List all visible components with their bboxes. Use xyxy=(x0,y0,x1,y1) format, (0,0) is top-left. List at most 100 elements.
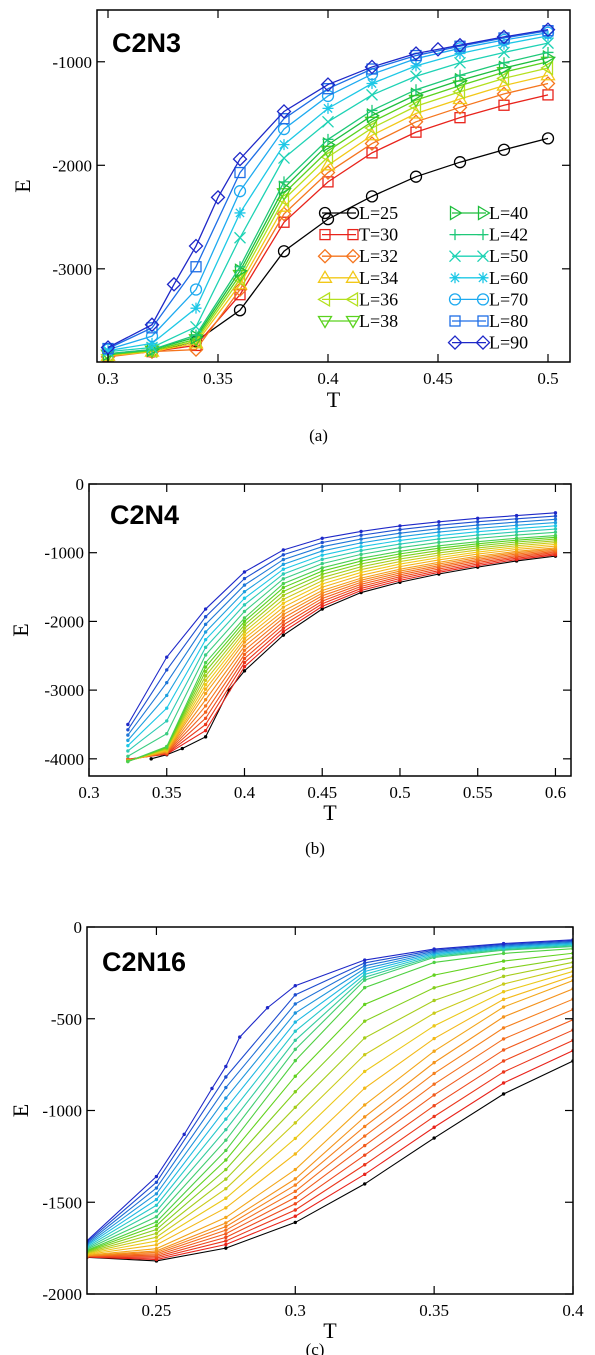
data-point xyxy=(242,660,247,665)
data-point xyxy=(514,526,519,531)
figure-caption: (a) xyxy=(309,426,328,445)
data-point xyxy=(281,581,286,586)
series-line xyxy=(107,32,549,351)
data-point xyxy=(126,738,130,743)
legend-marker xyxy=(345,270,361,283)
data-point xyxy=(437,558,441,562)
data-point xyxy=(398,557,402,561)
data-point xyxy=(553,530,558,534)
legend-marker xyxy=(477,315,489,327)
series-L=60 xyxy=(102,30,554,357)
data-point xyxy=(165,706,169,710)
data-point xyxy=(242,630,247,634)
data-point xyxy=(398,552,402,556)
series-line-13 xyxy=(126,537,558,764)
data-point xyxy=(242,583,247,587)
data-point xyxy=(293,1177,297,1181)
data-point xyxy=(242,648,247,652)
data-point xyxy=(501,1070,506,1074)
data-point xyxy=(432,973,436,977)
series-line-16 xyxy=(87,947,573,1252)
legend-marker xyxy=(477,205,491,221)
series-line xyxy=(87,945,573,1249)
figure-caption: (b) xyxy=(305,839,325,858)
data-point xyxy=(410,60,422,72)
data-point xyxy=(359,529,363,534)
data-point xyxy=(166,276,182,292)
data-point xyxy=(154,1180,159,1185)
data-point xyxy=(363,1115,367,1119)
legend-entry: L=90 xyxy=(447,333,528,353)
data-point xyxy=(410,84,422,96)
data-point xyxy=(278,176,290,188)
series-line xyxy=(127,536,556,762)
data-point xyxy=(281,553,286,557)
x-axis-title: T xyxy=(323,800,337,825)
data-point xyxy=(501,982,506,986)
data-point xyxy=(154,1186,159,1190)
y-tick-label: -4000 xyxy=(44,750,84,769)
data-point xyxy=(188,238,204,254)
y-tick-label: -2000 xyxy=(44,612,84,631)
data-point xyxy=(496,29,512,45)
data-point xyxy=(322,133,334,145)
data-point xyxy=(432,1060,436,1065)
data-point xyxy=(165,680,169,685)
data-point xyxy=(281,616,286,620)
legend-entry: L=60 xyxy=(449,268,528,288)
series-line xyxy=(87,966,573,1254)
series-line xyxy=(107,82,549,358)
data-point xyxy=(540,76,556,91)
data-point xyxy=(498,57,510,69)
data-point xyxy=(320,553,324,557)
legend-entry: L=25 xyxy=(318,203,398,223)
data-point xyxy=(165,655,169,659)
data-point xyxy=(320,569,324,573)
data-point xyxy=(320,607,324,611)
data-point xyxy=(203,669,208,674)
data-point xyxy=(359,545,363,549)
legend-marker xyxy=(317,291,331,308)
data-point xyxy=(203,645,208,650)
data-point xyxy=(359,537,363,541)
y-tick-label: -3000 xyxy=(44,681,84,700)
legend-marker xyxy=(449,250,461,263)
data-point xyxy=(224,1177,228,1181)
data-point xyxy=(363,1163,367,1167)
data-point xyxy=(293,993,297,997)
x-tick-label: 0.45 xyxy=(307,783,337,802)
series-line xyxy=(127,548,556,762)
data-point xyxy=(359,548,363,553)
data-point xyxy=(408,46,424,61)
data-point xyxy=(242,640,247,644)
data-point xyxy=(242,616,247,620)
data-point xyxy=(363,1143,367,1148)
legend-label: L=32 xyxy=(359,246,398,266)
data-point xyxy=(553,520,558,525)
data-point xyxy=(276,104,292,119)
legend-entry: L=34 xyxy=(317,268,398,288)
data-point xyxy=(553,533,558,538)
data-point xyxy=(476,519,480,524)
series-line-2 xyxy=(87,1048,573,1262)
data-point xyxy=(398,524,402,528)
data-point xyxy=(514,517,519,521)
data-point xyxy=(322,102,334,114)
series-line xyxy=(127,547,556,762)
data-point xyxy=(242,576,247,581)
y-tick-label: -3000 xyxy=(52,260,92,279)
legend-label: L=34 xyxy=(359,268,398,288)
series-line xyxy=(107,29,549,349)
data-point xyxy=(363,1019,367,1023)
data-point xyxy=(432,1125,436,1129)
legend-entry: T=30 xyxy=(319,225,398,245)
series-line xyxy=(127,545,556,762)
data-point xyxy=(224,1235,228,1240)
data-point xyxy=(359,565,363,569)
data-point xyxy=(496,70,510,86)
data-point xyxy=(224,1224,228,1229)
panel-b: 0.3 0.35 0.4 0.45 0.5 0.55 0.6 -4000 -3000 -2000 -… xyxy=(8,475,572,858)
data-point xyxy=(542,49,556,66)
series-line xyxy=(107,61,549,356)
data-point xyxy=(320,566,324,570)
